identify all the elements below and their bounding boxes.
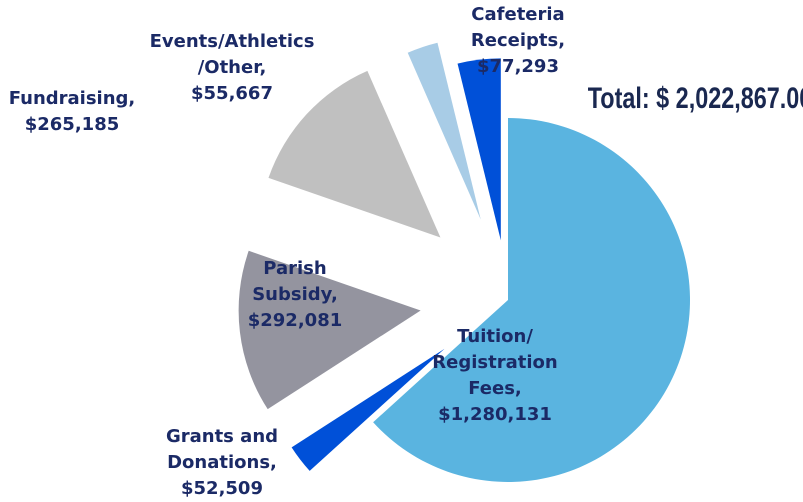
slice-value-label: $52,509 bbox=[181, 478, 263, 499]
slice-value-label: $265,185 bbox=[25, 114, 120, 135]
slice-label: Events/Athletics/Other, bbox=[150, 31, 315, 78]
pie-slice bbox=[457, 58, 501, 241]
pie-slice bbox=[373, 118, 690, 482]
pie-slice bbox=[238, 250, 421, 410]
slice-label: Tuition/Registration Fees, bbox=[432, 326, 557, 399]
slice-value-label: $1,280,131 bbox=[438, 404, 552, 425]
slice-label: Cafeteria Receipts, bbox=[471, 4, 565, 51]
slice-label: Fundraising, bbox=[9, 88, 136, 109]
slice-label: Grants and Donations, bbox=[166, 426, 278, 473]
pie-slice bbox=[407, 42, 481, 220]
pie-slice bbox=[268, 70, 441, 238]
pie-slice bbox=[291, 348, 445, 471]
slice-label: Parish Subsidy, bbox=[252, 258, 338, 305]
total-annotation: Total: $ 2,022,867.00 bbox=[588, 81, 803, 114]
slice-value-label: $292,081 bbox=[248, 310, 343, 331]
slice-value-label: $55,667 bbox=[191, 83, 273, 104]
slice-value-label: $77,293 bbox=[477, 56, 559, 77]
